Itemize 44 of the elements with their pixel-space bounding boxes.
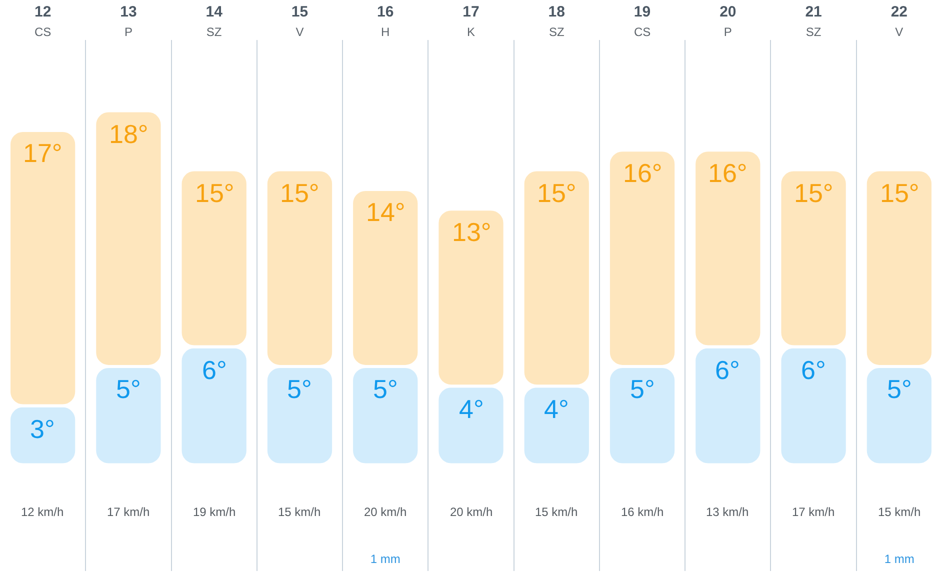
data-label: 4° — [459, 394, 484, 424]
total-label: 16° — [708, 158, 748, 188]
total-label: 15° — [880, 178, 920, 208]
total-label: 18° — [109, 119, 148, 149]
data-label: 6° — [202, 355, 227, 385]
total-label: 15° — [195, 178, 234, 208]
text: 20 km/h — [450, 505, 493, 519]
text: 17 km/h — [107, 505, 150, 519]
total-label: 15° — [537, 178, 576, 208]
x-tick-label: 19 CS — [634, 4, 651, 39]
x-tick-label: 22 V — [890, 4, 908, 39]
x-tick-label: 12 CS — [34, 4, 52, 39]
total-label: 15° — [280, 178, 320, 208]
text: 15 km/h — [535, 505, 578, 519]
data-label: 5° — [630, 374, 655, 404]
text: 13 km/h — [706, 505, 749, 519]
x-tick-label: 16 H — [377, 4, 394, 39]
total-label: 16° — [623, 158, 662, 188]
x-tick-label: 17 K — [462, 4, 480, 39]
total-label: 14° — [366, 197, 406, 227]
text: 20 km/h 1 mm — [364, 505, 407, 566]
data-label: 4° — [544, 394, 569, 424]
data-label: 3° — [30, 414, 55, 444]
text: 15 km/h 1 mm — [878, 505, 921, 566]
data-label: 5° — [887, 374, 912, 404]
data-label: 5° — [373, 374, 398, 404]
x-tick-label: 15 V — [291, 4, 308, 39]
x-tick-label: 18 SZ — [548, 4, 565, 39]
total-label: 17° — [23, 138, 62, 168]
x-tick-label: 14 SZ — [206, 4, 224, 39]
data-label: 6° — [801, 355, 826, 385]
total-label: 13° — [452, 217, 492, 247]
x-tick-label: 21 SZ — [805, 4, 822, 39]
text: 19 km/h — [193, 505, 236, 519]
text: 17 km/h — [792, 505, 835, 519]
text: 16 km/h — [621, 505, 664, 519]
data-label: 6° — [715, 355, 740, 385]
x-tick-label: 13 P — [120, 4, 137, 39]
data-label: 5° — [287, 374, 312, 404]
data-label: 5° — [116, 374, 141, 404]
text: 15 km/h — [278, 505, 321, 519]
text: 12 km/h — [21, 505, 64, 519]
x-tick-label: 20 P — [720, 4, 736, 39]
total-label: 15° — [794, 178, 834, 208]
